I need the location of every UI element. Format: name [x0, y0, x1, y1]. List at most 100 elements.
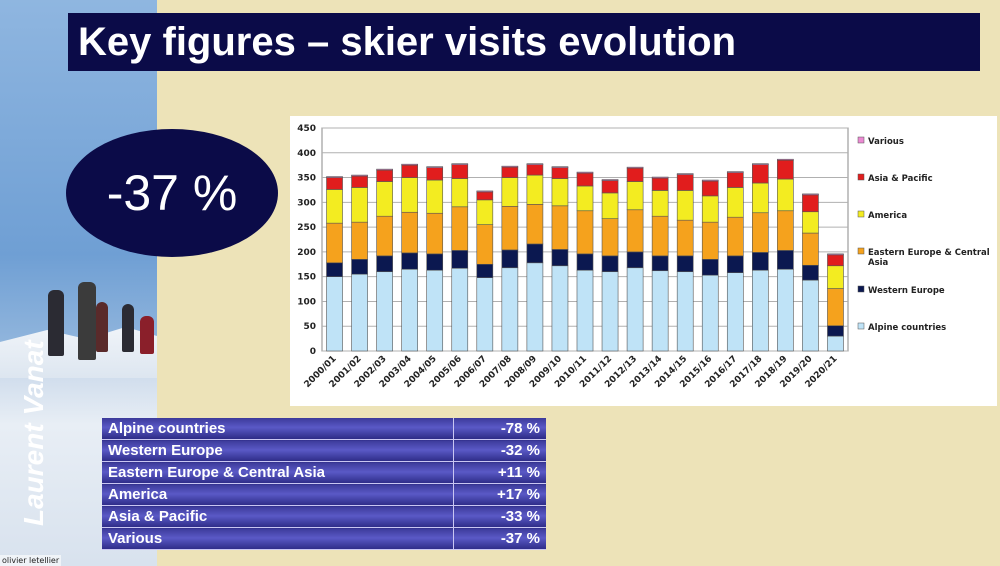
y-tick-label: 200	[297, 248, 316, 258]
bar-segment	[451, 267, 469, 352]
bar-segment	[426, 167, 444, 181]
legend-swatch	[857, 173, 865, 181]
bar-segment	[501, 165, 519, 168]
bar-segment	[802, 264, 819, 281]
bar-segment	[401, 164, 418, 178]
bar-segment	[501, 249, 519, 269]
bar-segment	[676, 190, 694, 221]
change-cell: -37 %	[453, 527, 546, 550]
bar-segment	[601, 179, 619, 181]
bar-segment	[802, 193, 819, 196]
table-row: Various -37 %	[102, 527, 546, 550]
bar-segment	[451, 164, 469, 179]
bar-segment	[426, 269, 444, 352]
y-tick-label: 300	[297, 198, 316, 208]
bar-segment	[526, 163, 544, 165]
bar-segment	[726, 272, 744, 352]
bar-segment	[351, 273, 368, 352]
bar-segment	[351, 174, 368, 177]
bar-segment	[726, 216, 744, 257]
change-cell: +11 %	[453, 461, 546, 484]
bar-segment	[802, 211, 819, 234]
bar-segment	[626, 267, 644, 352]
bar-segment	[726, 255, 744, 274]
bar-segment	[501, 177, 519, 207]
bar-segment	[651, 176, 669, 179]
bar-segment	[476, 190, 494, 193]
bar-segment	[426, 166, 444, 168]
bar-segment	[401, 163, 418, 166]
bar-segment	[802, 279, 819, 352]
table-row: Eastern Europe & Central Asia +11 %	[102, 461, 546, 484]
legend-label: Western Europe	[868, 286, 945, 296]
bar-segment	[827, 288, 844, 327]
y-tick-label: 450	[297, 124, 316, 134]
bar-segment	[777, 210, 794, 251]
table-row: Alpine countries -78 %	[102, 418, 546, 440]
table-row: Asia & Pacific -33 %	[102, 505, 546, 528]
y-tick-label: 400	[297, 149, 316, 159]
bar-segment	[827, 265, 844, 289]
presenter-name: Laurent Vanat	[18, 340, 49, 526]
bar-segment	[827, 325, 844, 337]
table-row: Western Europe -32 %	[102, 439, 546, 462]
skier-figure	[48, 290, 64, 356]
bar-segment	[501, 205, 519, 251]
bar-segment	[701, 221, 719, 260]
bar-segment	[601, 271, 619, 352]
bar-segment	[752, 163, 769, 165]
bar-segment	[351, 175, 368, 188]
bar-segment	[601, 255, 619, 273]
bar-segment	[326, 176, 343, 178]
change-cell: -78 %	[453, 418, 546, 440]
bar-segment	[526, 243, 544, 264]
bar-segment	[701, 180, 719, 197]
bar-segment	[752, 269, 769, 352]
legend-label: Alpine countries	[868, 323, 946, 333]
bar-segment	[551, 167, 569, 179]
bar-segment	[326, 262, 343, 277]
bar-segment	[576, 171, 594, 174]
bar-segment	[752, 212, 769, 253]
bar-segment	[576, 185, 594, 212]
bar-segment	[476, 191, 494, 201]
bar-segment	[726, 171, 744, 173]
bar-segment	[451, 206, 469, 251]
bar-segment	[651, 255, 669, 272]
bar-segment	[752, 182, 769, 214]
bar-segment	[401, 252, 418, 270]
legend-swatch	[857, 210, 865, 218]
bar-segment	[701, 274, 719, 352]
bar-segment	[777, 159, 794, 180]
y-tick-label: 350	[297, 174, 316, 184]
legend-swatch	[857, 322, 865, 330]
bar-segment	[326, 222, 343, 264]
skier-figure	[140, 316, 154, 354]
change-summary-table: Alpine countries -78 % Western Europe -32 %…	[102, 418, 546, 550]
bar-segment	[777, 158, 794, 161]
bar-segment	[326, 189, 343, 224]
bar-segment	[701, 195, 719, 223]
bar-segment	[401, 268, 418, 352]
bar-segment	[426, 212, 444, 255]
bar-segment	[676, 255, 694, 273]
bar-segment	[351, 259, 368, 275]
bar-segment	[551, 178, 569, 207]
chart-panel: 0 50 100 150 200 250 300 350 400 450 2000/01 2001/0…	[290, 116, 997, 406]
bar-segment	[526, 204, 544, 245]
region-cell: Alpine countries	[102, 418, 454, 440]
change-cell: -32 %	[453, 439, 546, 462]
skier-figure	[78, 282, 96, 360]
bar-segment	[426, 179, 444, 214]
bar-segment	[376, 215, 393, 257]
bar-segment	[726, 172, 744, 188]
change-cell: +17 %	[453, 483, 546, 506]
bar-segment	[501, 166, 519, 178]
y-tick-label: 0	[310, 347, 316, 357]
bar-segment	[576, 210, 594, 255]
summary-badge: -37 %	[66, 129, 278, 257]
bar-segment	[777, 178, 794, 212]
bar-segment	[476, 263, 494, 278]
bar-segment	[726, 187, 744, 218]
bar-segment	[752, 252, 769, 271]
